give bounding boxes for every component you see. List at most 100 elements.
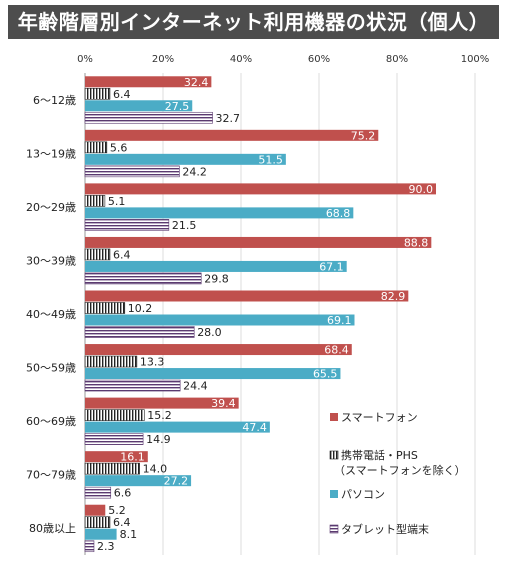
data-label: 6.4: [113, 88, 130, 101]
x-tick-label: 100%: [461, 54, 490, 65]
bar: [85, 207, 354, 219]
bars: [84, 76, 436, 553]
data-label: 24.2: [182, 165, 207, 178]
data-label: 29.8: [204, 272, 229, 285]
data-label: 8.1: [120, 528, 138, 541]
data-label: 32.4: [184, 76, 209, 89]
bar: [85, 451, 148, 463]
data-label: 21.5: [172, 219, 197, 232]
data-label: 28.0: [197, 326, 222, 339]
bar: [84, 302, 126, 314]
data-label: 5.6: [110, 141, 128, 154]
data-label: 6.4: [113, 248, 130, 261]
legend-label: （スマートフォンを除く）: [334, 463, 466, 477]
bar: [85, 475, 192, 487]
data-label: 10.2: [128, 302, 153, 315]
bar: [84, 111, 213, 124]
data-label: 27.2: [164, 475, 189, 488]
chart-title: 年齢階層別インターネット利用機器の状況（個人）: [8, 5, 499, 39]
legend-swatch: [329, 450, 339, 460]
data-label: 82.9: [381, 290, 406, 303]
bar: [85, 129, 379, 141]
bar: [84, 540, 95, 553]
legend-swatch: [329, 524, 339, 534]
bar: [85, 344, 352, 356]
legend-label: タブレット型端末: [341, 522, 429, 536]
category-label: 40～49歳: [26, 308, 76, 321]
bar: [84, 248, 111, 261]
bar: [84, 355, 138, 368]
data-label: 27.5: [165, 100, 190, 113]
data-label: 14.9: [146, 433, 171, 446]
category-label: 13～19歳: [26, 147, 76, 160]
data-label: 32.7: [216, 112, 241, 125]
data-label: 39.4: [211, 397, 236, 410]
bar: [85, 236, 432, 248]
legend-swatch: [330, 413, 338, 421]
bar: [85, 397, 239, 409]
bar: [85, 100, 193, 112]
legend-label: スマートフォン: [341, 411, 418, 424]
data-label: 47.4: [242, 421, 267, 434]
bar: [84, 326, 195, 338]
data-label: 15.2: [147, 409, 172, 422]
bar: [84, 165, 180, 178]
bar: [85, 76, 212, 88]
x-tick-label: 80%: [386, 54, 408, 65]
data-label: 90.0: [409, 183, 434, 196]
bar: [84, 141, 108, 154]
data-label: 68.8: [326, 207, 351, 220]
bar: [84, 516, 111, 529]
data-label: 65.5: [313, 368, 338, 381]
bar: [84, 433, 144, 445]
bar: [84, 195, 106, 207]
legend-label: 携帯電話・PHS: [341, 448, 418, 462]
x-tick-label: 60%: [308, 54, 330, 65]
data-label: 51.5: [258, 153, 283, 166]
data-label: 75.2: [351, 129, 376, 142]
data-label: 16.1: [120, 451, 145, 464]
data-label: 67.1: [319, 260, 344, 273]
bar: [85, 528, 117, 540]
data-label: 24.4: [183, 380, 208, 393]
bar: [84, 87, 111, 100]
bar: [84, 379, 181, 392]
category-labels: 6～12歳 13～19歳 20～29歳 30～39歳 40～49歳 50～59歳 60～69…: [26, 94, 76, 535]
bar: [85, 153, 286, 165]
category-label: 20～29歳: [26, 201, 76, 214]
data-label: 6.4: [113, 516, 130, 529]
data-label: 69.1: [327, 314, 352, 327]
bar: [84, 486, 112, 499]
category-label: 30～39歳: [26, 254, 76, 267]
bar: [85, 260, 347, 272]
bar: [85, 504, 106, 516]
legend-swatch: [330, 490, 338, 498]
x-tick-label: 20%: [152, 54, 174, 65]
bar: [84, 272, 202, 285]
bar: [84, 409, 145, 421]
data-label: 68.4: [324, 344, 349, 357]
data-label: 5.2: [108, 504, 126, 517]
category-label: 80歳以上: [29, 522, 76, 535]
category-label: 6～12歳: [33, 94, 76, 107]
bar: [84, 462, 140, 475]
legend-label: パソコン: [341, 488, 385, 501]
data-label: 13.3: [140, 356, 165, 369]
data-label: 2.3: [97, 540, 115, 553]
x-tick-label: 40%: [230, 54, 252, 65]
bar: [85, 368, 341, 380]
x-axis-ticks: 0% 20% 40% 60% 80% 100%: [77, 54, 489, 65]
data-label: 5.1: [108, 195, 126, 208]
category-label: 50～59歳: [26, 362, 76, 375]
bar: [85, 421, 270, 433]
bar: [84, 219, 170, 231]
grid-lines: [84, 73, 476, 555]
bar: [85, 314, 355, 326]
data-label: 88.8: [404, 236, 429, 249]
category-label: 60～69歳: [26, 415, 76, 428]
data-label: 6.6: [114, 487, 131, 500]
x-tick-label: 0%: [77, 54, 93, 65]
category-label: 70～79歳: [26, 469, 76, 482]
